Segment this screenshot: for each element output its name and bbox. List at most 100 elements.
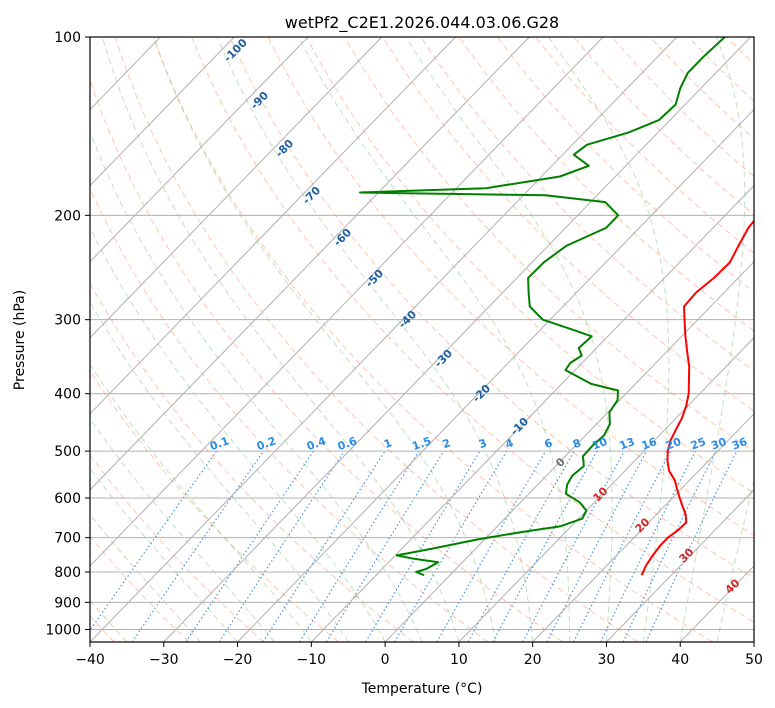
y-tick-label: 100 (54, 30, 81, 46)
dry-adiabat-line (496, 37, 754, 293)
y-tick-label: 400 (54, 387, 81, 403)
mixing-ratio-label: 2 (441, 436, 453, 451)
x-tick-label: 20 (524, 652, 542, 668)
moist-adiabat-line (547, 37, 670, 642)
dry-adiabat-line (420, 37, 754, 372)
mixing-ratio-label: 0.2 (255, 434, 278, 453)
mixing-ratio-label: 8 (571, 436, 583, 451)
x-tick-label: 50 (745, 652, 763, 668)
y-tick-label: 700 (54, 531, 81, 547)
isotherm-line (90, 37, 235, 187)
isotherm-line (532, 413, 754, 642)
moist-adiabat-line (405, 37, 613, 642)
mixing-ratio-line (522, 450, 625, 642)
dry-adiabat-line (114, 37, 639, 642)
moist-adiabat-line (90, 226, 386, 642)
mixing-ratio-line (185, 450, 315, 642)
x-tick-label: −20 (223, 652, 253, 668)
mixing-ratio-label: 1 (382, 436, 394, 451)
mixing-ratio-label: 0.6 (336, 434, 359, 453)
moist-adiabat-line (90, 467, 238, 642)
mixing-ratio-line (467, 450, 575, 642)
moist-adiabat-line (216, 37, 534, 642)
dry-adiabat-line (535, 37, 754, 254)
moist-adiabat-line (298, 37, 571, 642)
mixing-ratio-line (262, 450, 386, 642)
x-tick-label: −40 (75, 652, 105, 668)
y-tick-label: 600 (54, 491, 81, 507)
moist-adiabat-line (90, 300, 349, 642)
dry-adiabat-line (267, 37, 754, 537)
x-axis-label: Temperature (°C) (361, 681, 483, 697)
mixing-ratio-label: 1.5 (410, 434, 433, 453)
isobar-lines (90, 37, 754, 630)
isotherm-line (90, 37, 530, 491)
moist-adiabat-line (90, 130, 423, 642)
dry-adiabat-line (229, 37, 754, 579)
dry-adiabat-line (90, 282, 414, 642)
mixing-ratio-label: 10 (590, 435, 609, 453)
y-tick-label: 900 (54, 595, 81, 611)
isotherm-line (384, 260, 754, 642)
isotherm-line (606, 489, 754, 642)
isotherm-line (237, 108, 754, 642)
y-tick-label: 1000 (45, 622, 81, 638)
y-axis: 100 200 300 400 500 600 700 800 900 1000 (45, 30, 90, 638)
x-tick-label: 40 (671, 652, 689, 668)
isotherm-line (90, 37, 309, 263)
temperature-profile-line (640, 219, 754, 576)
mixing-ratio-line (131, 450, 264, 642)
mixing-ratio-line (218, 450, 345, 642)
dry-adiabats (90, 37, 754, 642)
dry-adiabat-line (573, 37, 754, 216)
mixing-ratio-label: 0.4 (305, 434, 328, 453)
moist-adiabat-line (716, 478, 754, 642)
isotherm-lines (90, 37, 754, 642)
dry-adiabat-line (305, 37, 754, 494)
y-tick-label: 300 (54, 313, 81, 329)
mixing-ratio-label: 3 (477, 436, 489, 451)
mixing-ratio-line (325, 450, 445, 642)
x-tick-label: 0 (381, 652, 390, 668)
isotherm-line (310, 184, 754, 642)
dry-adiabat-line (152, 37, 713, 642)
x-tick-label: 30 (598, 652, 616, 668)
x-tick-label: 10 (450, 652, 468, 668)
chart-title: wetPf2_C2E1.2026.044.03.06.G28 (285, 13, 559, 33)
mixing-ratio-label: 0.1 (208, 434, 231, 453)
x-tick-label: −30 (149, 652, 179, 668)
mixing-ratio-line (572, 450, 672, 642)
x-axis: −40 −30 −20 −10 0 10 20 30 40 50 (75, 642, 763, 668)
moist-adiabat-line (90, 417, 275, 642)
dry-adiabat-line (191, 37, 754, 623)
mixing-ratio-label: 13 (618, 435, 637, 452)
plot-frame (89, 36, 755, 643)
mixing-ratio-label: 30 (709, 435, 728, 453)
y-tick-label: 500 (54, 444, 81, 460)
isotherm-line (163, 37, 751, 642)
x-tick-label: −10 (297, 652, 327, 668)
moist-adiabat-line (101, 37, 460, 642)
isotherm-line (90, 37, 604, 567)
isotherm-line (458, 337, 754, 642)
dry-adiabat-line (90, 454, 265, 642)
mixing-ratio-label: 4 (504, 436, 516, 451)
y-axis-label: Pressure (hPa) (12, 290, 28, 390)
sounding-series (359, 37, 754, 577)
mixing-ratio-label: 25 (689, 435, 708, 452)
dewpoint-profile-line (359, 37, 726, 577)
mixing-ratio-label: 20 (664, 435, 683, 453)
isotherm-line (90, 37, 383, 339)
mixing-ratio-label: 36 (730, 435, 749, 453)
moist-adiabats (90, 37, 754, 642)
mixing-ratio-label: 6 (543, 436, 555, 451)
moist-adiabat-line (679, 37, 746, 642)
dry-adiabat-line (649, 37, 754, 140)
moist-adiabat-line (152, 37, 497, 642)
dry-adiabat-line (90, 78, 564, 642)
mixing-ratio-line (600, 450, 696, 642)
mixing-ratio-line (90, 450, 218, 632)
y-tick-label: 800 (54, 565, 81, 581)
isotherm-line (90, 37, 678, 642)
